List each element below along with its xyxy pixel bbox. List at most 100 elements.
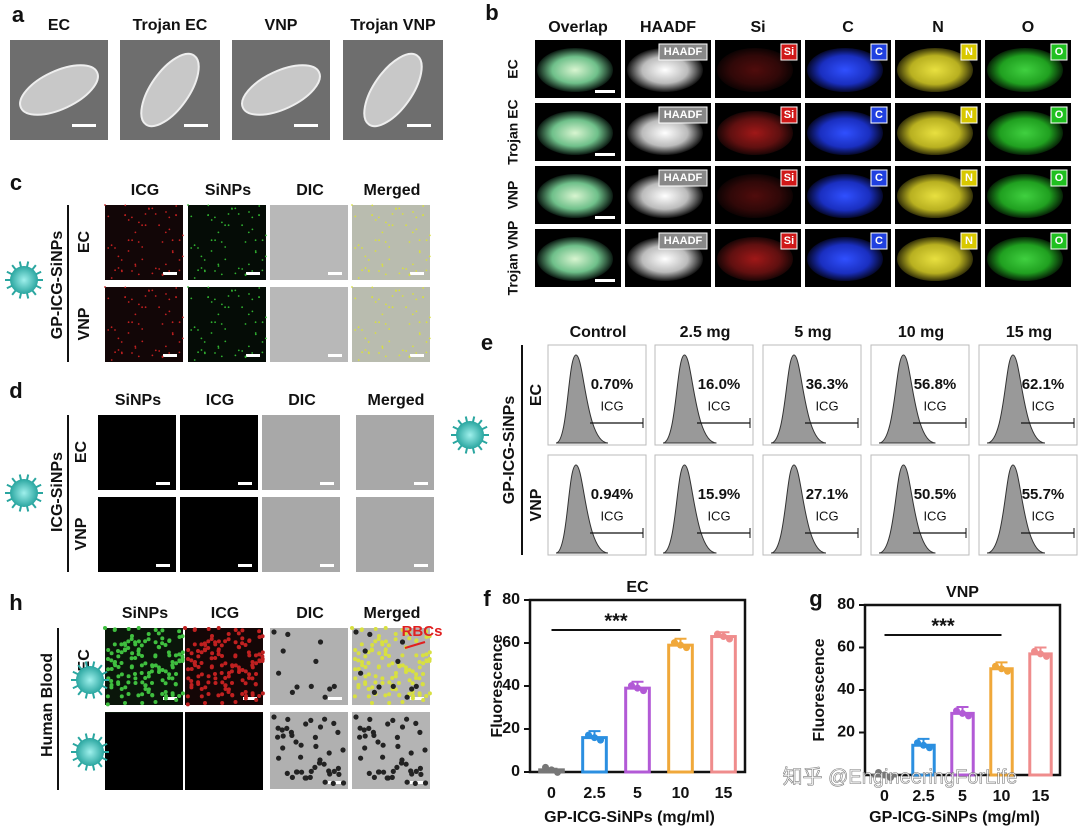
- particle: [400, 628, 405, 632]
- label: g: [809, 586, 822, 611]
- particle: [126, 627, 131, 631]
- particle: [110, 277, 113, 279]
- particle: [289, 689, 295, 696]
- element-map: [717, 237, 793, 281]
- row-label: Trojan VNP: [505, 221, 521, 296]
- particle: [258, 296, 260, 298]
- badge: [1050, 169, 1068, 187]
- particle: [366, 694, 371, 699]
- particle: [350, 626, 354, 630]
- spike: [452, 425, 459, 431]
- particle: [407, 668, 412, 672]
- row-label: GP-ICG-SiNPs: [501, 396, 518, 505]
- badge-label: C: [875, 172, 883, 184]
- particle: [412, 263, 414, 266]
- core: [76, 738, 104, 766]
- badge-label: HAADF: [664, 235, 703, 247]
- particle: [146, 637, 151, 642]
- particle: [144, 306, 147, 309]
- particle: [153, 654, 158, 659]
- particle: [160, 692, 165, 696]
- particle: [363, 680, 368, 685]
- badge: [658, 106, 708, 124]
- particle: [207, 204, 210, 207]
- particle: [206, 680, 211, 685]
- particle: [112, 642, 117, 647]
- particle: [250, 663, 255, 668]
- x-tick-label: 0: [880, 788, 889, 805]
- particle: [154, 349, 157, 352]
- particle: [119, 687, 124, 691]
- nanoparticle-icon: [5, 474, 43, 512]
- scale-bar: [238, 482, 252, 485]
- y-axis-label: Fluorescence: [811, 638, 828, 741]
- particle: [331, 683, 337, 690]
- particle: [285, 631, 291, 638]
- particle: [163, 643, 168, 647]
- particle: [362, 648, 368, 654]
- particle: [388, 306, 390, 309]
- particle: [131, 270, 133, 272]
- particle: [357, 326, 360, 329]
- particle: [387, 654, 391, 658]
- data-point: [881, 771, 888, 779]
- particle: [107, 215, 110, 218]
- particle: [122, 641, 127, 646]
- particle: [186, 676, 191, 681]
- scale-bar: [246, 272, 260, 275]
- label: HAADF: [640, 19, 696, 36]
- row-label: VNP: [76, 307, 93, 340]
- particle: [258, 214, 260, 216]
- element-map: [807, 111, 883, 155]
- scale-bar: [595, 90, 615, 93]
- particle: [223, 687, 228, 691]
- data-point: [1031, 647, 1038, 655]
- particle: [203, 259, 206, 261]
- particle: [133, 672, 137, 676]
- particle: [163, 681, 168, 686]
- particle: [280, 733, 286, 739]
- particle: [407, 636, 412, 641]
- image-panel: [270, 628, 348, 705]
- particle: [143, 639, 148, 644]
- particle: [136, 649, 141, 653]
- particle: [317, 724, 324, 730]
- particle: [165, 293, 167, 295]
- particle: [293, 769, 300, 775]
- y-tick-label: 40: [837, 681, 855, 698]
- particle: [371, 774, 377, 781]
- data-point: [585, 731, 592, 739]
- particle: [240, 678, 245, 683]
- particle: [376, 637, 381, 641]
- particle: [130, 651, 135, 656]
- particle: [429, 316, 431, 319]
- particle: [401, 213, 404, 215]
- particle: [317, 639, 324, 645]
- label: 16.0%: [698, 376, 741, 393]
- element-map: [807, 48, 883, 92]
- particle: [150, 693, 155, 697]
- spike: [72, 742, 79, 748]
- particle: [106, 648, 111, 652]
- bacterium: [19, 64, 99, 116]
- particle: [214, 216, 216, 219]
- particle: [425, 321, 428, 324]
- particle: [243, 669, 248, 674]
- data-point: [953, 707, 960, 715]
- particle: [240, 636, 245, 641]
- particle: [193, 359, 196, 361]
- particle: [250, 691, 255, 696]
- bar: [1028, 652, 1053, 777]
- particle: [170, 676, 175, 681]
- particle: [110, 326, 113, 329]
- particle: [358, 670, 364, 676]
- particle: [234, 289, 237, 292]
- gate-label: ICG: [600, 508, 623, 523]
- particle: [177, 629, 182, 634]
- particle: [271, 629, 277, 635]
- particle: [354, 247, 357, 249]
- image-panel: [188, 205, 266, 280]
- particle: [353, 648, 358, 652]
- particle: [384, 273, 387, 276]
- particle: [136, 639, 141, 644]
